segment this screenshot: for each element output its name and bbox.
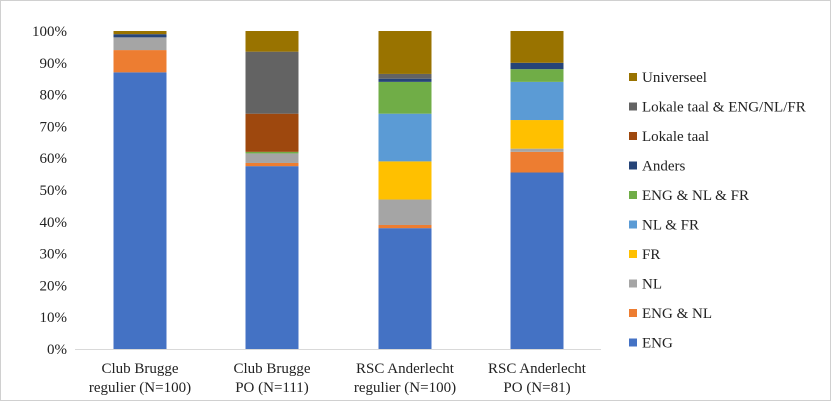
legend-swatch xyxy=(629,161,637,170)
legend-label: NL & FR xyxy=(642,218,699,234)
x-category-label: Club Brugge xyxy=(101,361,178,377)
bar-segment xyxy=(378,228,432,349)
legend-swatch xyxy=(629,73,637,81)
bars xyxy=(113,31,564,349)
bar-segment xyxy=(510,62,564,70)
y-tick-label: 80% xyxy=(40,88,68,104)
x-category-label: regulier (N=100) xyxy=(354,380,456,396)
bar-segment xyxy=(113,50,167,73)
x-category-label: PO (N=111) xyxy=(235,380,309,396)
legend-swatch xyxy=(629,102,637,111)
legend-swatch xyxy=(629,338,637,347)
x-category-label: PO (N=81) xyxy=(503,380,570,396)
legend-swatch xyxy=(629,132,637,140)
bar-segment xyxy=(510,120,564,149)
legend-swatch xyxy=(629,191,637,199)
y-tick-label: 10% xyxy=(40,310,68,326)
x-category-label: regulier (N=100) xyxy=(89,380,191,396)
x-axis-labels: Club Brugge regulier (N=100) Club Brugge PO… xyxy=(89,361,587,396)
legend-swatch xyxy=(629,250,637,258)
legend-label: Lokale taal xyxy=(642,129,709,145)
legend-label: ENG & NL & FR xyxy=(642,188,749,204)
bar-segment xyxy=(510,148,564,152)
bar-segment xyxy=(378,113,432,162)
legend: Universeel Lokale taal & ENG/NL/FR Lokale … xyxy=(629,70,806,352)
legend-label: FR xyxy=(642,247,660,263)
bar-segment xyxy=(245,162,299,167)
y-tick-label: 40% xyxy=(40,215,68,231)
y-tick-label: 50% xyxy=(40,183,68,199)
legend-swatch xyxy=(629,279,637,288)
legend-label: NL xyxy=(642,277,662,293)
bar-segment xyxy=(113,72,167,349)
y-tick-label: 20% xyxy=(40,278,68,294)
legend-label: ENG & NL xyxy=(642,306,712,322)
bar-segment xyxy=(245,113,299,152)
bar-segment xyxy=(378,81,432,114)
y-tick-label: 70% xyxy=(40,119,68,135)
x-category-label: RSC Anderlecht xyxy=(356,361,455,377)
bar-segment xyxy=(510,31,564,63)
legend-label: Anders xyxy=(642,159,685,175)
bar-segment xyxy=(245,151,299,154)
legend-label: Lokale taal & ENG/NL/FR xyxy=(642,100,806,116)
bar-segment xyxy=(510,81,564,121)
bar-segment xyxy=(245,51,299,114)
bar-segment xyxy=(113,34,167,38)
bar-segment xyxy=(378,31,432,74)
legend-swatch xyxy=(629,220,637,229)
bar-segment xyxy=(510,69,564,82)
bar-segment xyxy=(245,153,299,163)
bar-segment xyxy=(378,78,432,82)
bar-segment xyxy=(378,161,432,200)
y-tick-label: 100% xyxy=(32,24,67,40)
y-tick-label: 60% xyxy=(40,151,68,167)
bar-segment xyxy=(113,31,167,35)
bar-segment xyxy=(510,172,564,349)
y-axis: 0% 10% 20% 30% 40% 50% 60% 70% 80% 90% 100% xyxy=(32,24,601,358)
x-category-label: Club Brugge xyxy=(233,361,310,377)
bar-segment xyxy=(113,37,167,51)
y-tick-label: 90% xyxy=(40,56,68,72)
bar-segment xyxy=(378,73,432,79)
legend-swatch xyxy=(629,309,637,317)
y-tick-label: 30% xyxy=(40,247,68,263)
legend-label: Universeel xyxy=(642,70,707,86)
bar-segment xyxy=(245,166,299,349)
bar-segment xyxy=(378,224,432,229)
legend-label: ENG xyxy=(642,336,673,352)
y-tick-label: 0% xyxy=(47,342,67,358)
bar-segment xyxy=(245,31,299,52)
bar-segment xyxy=(378,199,432,225)
x-category-label: RSC Anderlecht xyxy=(488,361,587,377)
bar-segment xyxy=(510,151,564,173)
